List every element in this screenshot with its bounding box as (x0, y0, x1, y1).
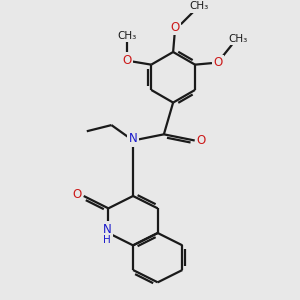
Text: O: O (72, 188, 82, 201)
Text: CH₃: CH₃ (118, 31, 137, 41)
Text: H: H (103, 235, 111, 245)
Text: O: O (123, 54, 132, 67)
Text: N: N (129, 133, 137, 146)
Text: CH₃: CH₃ (228, 34, 247, 44)
Text: O: O (171, 21, 180, 34)
Text: N: N (103, 223, 111, 236)
Text: O: O (213, 56, 223, 69)
Text: CH₃: CH₃ (190, 2, 209, 11)
Text: O: O (197, 134, 206, 147)
